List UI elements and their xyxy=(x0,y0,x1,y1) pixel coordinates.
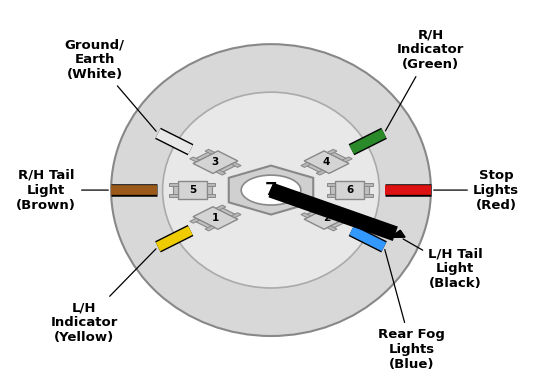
Polygon shape xyxy=(207,194,215,197)
Polygon shape xyxy=(231,162,241,167)
Polygon shape xyxy=(190,218,199,223)
Polygon shape xyxy=(364,194,372,197)
Polygon shape xyxy=(207,184,215,186)
Text: 2: 2 xyxy=(323,213,330,223)
Polygon shape xyxy=(231,213,241,218)
Text: 6: 6 xyxy=(346,185,353,195)
Polygon shape xyxy=(343,157,352,162)
Polygon shape xyxy=(193,218,214,229)
Polygon shape xyxy=(305,207,325,217)
Polygon shape xyxy=(170,194,178,197)
Ellipse shape xyxy=(163,92,379,288)
Text: Stop
Lights
(Red): Stop Lights (Red) xyxy=(434,169,519,212)
Polygon shape xyxy=(343,218,352,223)
Polygon shape xyxy=(305,163,325,173)
Polygon shape xyxy=(331,184,335,196)
Polygon shape xyxy=(205,226,215,231)
Text: 4: 4 xyxy=(323,157,330,167)
Text: R/H
Indicator
(Green): R/H Indicator (Green) xyxy=(385,28,464,131)
Polygon shape xyxy=(301,162,311,167)
Polygon shape xyxy=(316,170,326,175)
Polygon shape xyxy=(327,226,337,231)
Text: 7: 7 xyxy=(264,181,278,199)
Polygon shape xyxy=(178,181,207,199)
Polygon shape xyxy=(193,151,238,174)
Polygon shape xyxy=(217,163,237,173)
Polygon shape xyxy=(335,181,364,199)
Text: 1: 1 xyxy=(212,213,219,223)
Ellipse shape xyxy=(111,44,431,336)
Polygon shape xyxy=(193,151,214,162)
Text: R/H Tail
Light
(Brown): R/H Tail Light (Brown) xyxy=(16,169,108,212)
Polygon shape xyxy=(301,213,311,218)
Text: L/H
Indicator
(Yellow): L/H Indicator (Yellow) xyxy=(50,249,156,344)
Polygon shape xyxy=(328,151,349,162)
Polygon shape xyxy=(327,194,335,197)
Text: Rear Fog
Lights
(Blue): Rear Fog Lights (Blue) xyxy=(378,250,446,371)
Polygon shape xyxy=(229,166,313,215)
Polygon shape xyxy=(364,184,369,196)
Polygon shape xyxy=(364,184,372,186)
Polygon shape xyxy=(207,184,211,196)
Polygon shape xyxy=(173,184,178,196)
Text: 5: 5 xyxy=(189,185,196,195)
Text: Ground/
Earth
(White): Ground/ Earth (White) xyxy=(65,38,156,131)
Polygon shape xyxy=(216,205,226,210)
Polygon shape xyxy=(190,157,199,162)
Polygon shape xyxy=(327,184,335,186)
Polygon shape xyxy=(170,184,178,186)
Text: L/H Tail
Light
(Black): L/H Tail Light (Black) xyxy=(403,239,483,290)
Text: 3: 3 xyxy=(212,157,219,167)
Polygon shape xyxy=(316,205,326,210)
Polygon shape xyxy=(304,151,349,174)
Polygon shape xyxy=(205,149,215,154)
Ellipse shape xyxy=(241,175,301,205)
Polygon shape xyxy=(390,230,405,237)
Polygon shape xyxy=(304,207,349,229)
Polygon shape xyxy=(216,170,226,175)
Polygon shape xyxy=(217,207,237,217)
Polygon shape xyxy=(193,207,238,229)
Polygon shape xyxy=(328,218,349,229)
Polygon shape xyxy=(327,149,337,154)
